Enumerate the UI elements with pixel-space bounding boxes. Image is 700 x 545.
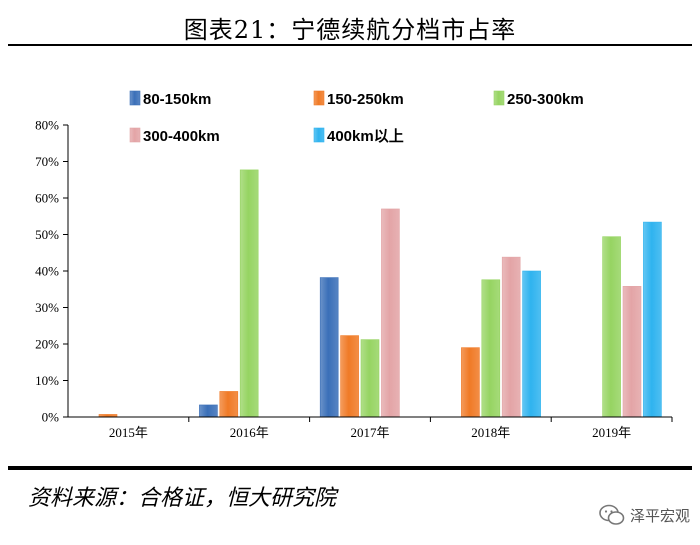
y-tick-label: 70% xyxy=(35,154,59,169)
legend-label: 300-400km xyxy=(143,128,220,145)
legend-label: 400km以上 xyxy=(327,128,404,145)
chart-title: 图表21：宁德续航分档市占率 xyxy=(183,16,517,44)
legend-swatch xyxy=(313,127,325,143)
y-tick-label: 10% xyxy=(35,373,59,388)
bar-300-400km-2019 xyxy=(622,286,642,418)
x-tick-label: 2019年 xyxy=(592,425,631,440)
y-tick-label: 30% xyxy=(35,300,59,315)
y-tick-label: 80% xyxy=(35,118,59,133)
bar-400km-2019 xyxy=(643,221,662,418)
bar-250-300km-2018 xyxy=(481,279,501,418)
bars xyxy=(98,169,662,418)
bar-250-300km-2016 xyxy=(239,169,259,418)
bar-250-300km-2019 xyxy=(602,236,621,418)
bar-chart: 80-150km 150-250km 250-300km 300-400km 400km… xyxy=(35,90,673,440)
x-tick-label: 2017年 xyxy=(350,425,389,440)
bar-150-250km-2017 xyxy=(340,335,359,418)
y-tick-label: 20% xyxy=(35,337,59,352)
legend-label: 80-150km xyxy=(143,91,211,108)
legend-label: 150-250km xyxy=(327,91,404,108)
legend-swatch xyxy=(493,90,505,106)
bar-250-300km-2017 xyxy=(360,339,380,418)
bar-300-400km-2018 xyxy=(501,256,521,418)
watermark: 泽平宏观 xyxy=(599,504,690,526)
source-note: 资料来源：合格证，恒大研究院 xyxy=(28,486,337,511)
footer-rule xyxy=(8,466,692,470)
y-tick-label: 0% xyxy=(42,410,60,425)
bar-80-150km-2017 xyxy=(319,277,339,418)
y-tick-label: 50% xyxy=(35,227,59,242)
y-tick-label: 60% xyxy=(35,191,59,206)
legend-swatch xyxy=(313,90,325,106)
x-tick-label: 2016年 xyxy=(230,425,269,440)
bar-300-400km-2017 xyxy=(381,208,400,418)
bar-150-250km-2016 xyxy=(219,391,239,418)
y-tick-label: 40% xyxy=(35,264,59,279)
x-tick-label: 2015年 xyxy=(109,425,148,440)
bar-400km-2018 xyxy=(522,270,541,418)
title-rule xyxy=(8,44,692,46)
legend-label: 250-300km xyxy=(507,91,584,108)
legend-swatch xyxy=(129,127,141,143)
wechat-icon xyxy=(599,504,625,525)
x-tick-label: 2018年 xyxy=(471,425,510,440)
legend-swatch xyxy=(129,90,141,106)
legend: 80-150km 150-250km 250-300km 300-400km 400km… xyxy=(129,90,584,145)
axes: 0% 10% 20% 30% 40% 50% 60% 70% 80% 2015年 2016年 2017… xyxy=(35,118,673,440)
bar-150-250km-2018 xyxy=(461,347,480,418)
watermark-text: 泽平宏观 xyxy=(629,506,690,525)
bar-80-150km-2016 xyxy=(199,404,218,418)
